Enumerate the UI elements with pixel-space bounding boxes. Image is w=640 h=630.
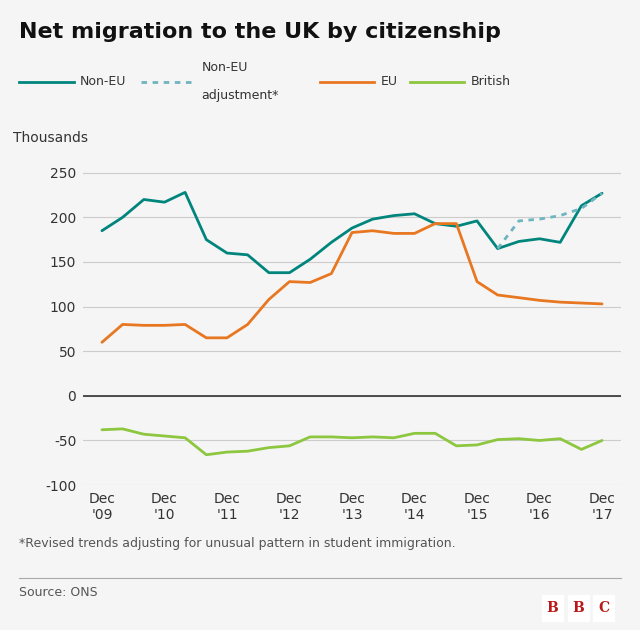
Text: Source: ONS: Source: ONS bbox=[19, 586, 98, 599]
FancyBboxPatch shape bbox=[542, 595, 563, 621]
FancyBboxPatch shape bbox=[593, 595, 614, 621]
Text: C: C bbox=[598, 601, 609, 615]
Text: Non-EU: Non-EU bbox=[80, 76, 126, 88]
Text: B: B bbox=[547, 601, 559, 615]
Text: Thousands: Thousands bbox=[13, 130, 88, 144]
FancyBboxPatch shape bbox=[568, 595, 589, 621]
Text: *Revised trends adjusting for unusual pattern in student immigration.: *Revised trends adjusting for unusual pa… bbox=[19, 537, 456, 550]
Text: adjustment*: adjustment* bbox=[202, 89, 279, 103]
Text: Non-EU: Non-EU bbox=[202, 61, 248, 74]
Text: Net migration to the UK by citizenship: Net migration to the UK by citizenship bbox=[19, 22, 501, 42]
Text: EU: EU bbox=[381, 76, 398, 88]
Text: British: British bbox=[470, 76, 511, 88]
Text: B: B bbox=[572, 601, 584, 615]
